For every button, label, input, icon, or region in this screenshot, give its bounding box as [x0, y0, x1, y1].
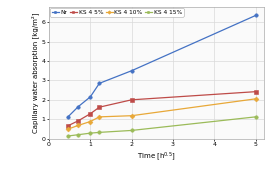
KS 4 15%: [77, 134, 80, 136]
Line: KS 4 5%: KS 4 5%: [66, 90, 257, 128]
Line: KS 4 15%: KS 4 15%: [66, 115, 257, 138]
KS 4 5%: [254, 91, 257, 93]
KS 4 10%: [98, 116, 101, 118]
KS 4 10%: [254, 98, 257, 100]
KS 4 15%: [66, 135, 69, 137]
X-axis label: Time [h$^{0.5}$]: Time [h$^{0.5}$]: [137, 150, 176, 163]
KS 4 5%: [98, 106, 101, 108]
Nr: [254, 15, 257, 17]
KS 4 10%: [89, 120, 92, 123]
KS 4 10%: [66, 128, 69, 130]
KS 4 15%: [89, 132, 92, 134]
KS 4 15%: [130, 129, 133, 131]
Y-axis label: Capillary water absorption [kg/m²]: Capillary water absorption [kg/m²]: [31, 12, 39, 133]
KS 4 5%: [66, 125, 69, 127]
KS 4 15%: [98, 131, 101, 133]
KS 4 5%: [89, 113, 92, 115]
Line: KS 4 10%: KS 4 10%: [66, 97, 257, 131]
Line: Nr: Nr: [66, 14, 257, 119]
KS 4 5%: [130, 99, 133, 101]
Legend: Nr, KS 4 5%, KS 4 10%, KS 4 15%: Nr, KS 4 5%, KS 4 10%, KS 4 15%: [50, 8, 184, 17]
Nr: [77, 106, 80, 108]
Nr: [89, 96, 92, 98]
Nr: [98, 82, 101, 84]
KS 4 5%: [77, 120, 80, 122]
KS 4 15%: [254, 116, 257, 118]
Nr: [66, 116, 69, 118]
Nr: [130, 70, 133, 72]
KS 4 10%: [130, 115, 133, 117]
KS 4 10%: [77, 124, 80, 126]
